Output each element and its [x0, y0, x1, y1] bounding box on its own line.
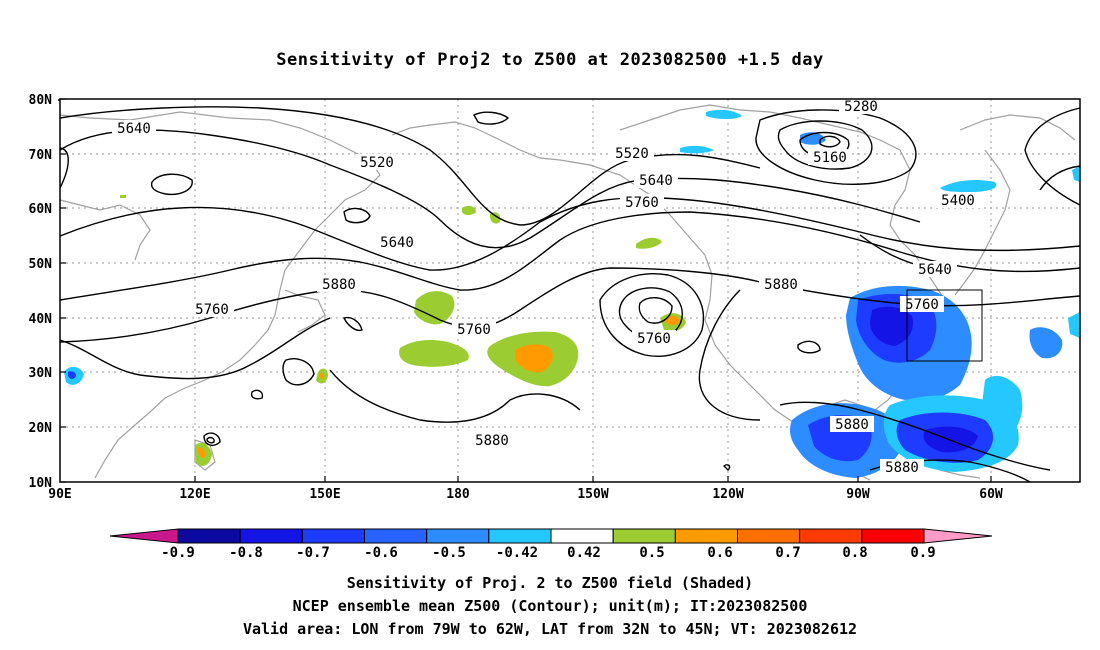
contour-label: 5880: [764, 277, 798, 293]
lat-label: 60N: [29, 202, 53, 217]
contour-label: 5280: [844, 99, 878, 115]
lat-label: 80N: [29, 93, 53, 108]
lon-labels: 90E 120E 150E 180 150W 120W 90W 60W: [48, 487, 1003, 502]
contour-label: 5880: [835, 417, 869, 433]
lat-label: 70N: [29, 148, 53, 163]
caption-shading: Sensitivity of Proj. 2 to Z500 field (Sh…: [346, 574, 754, 592]
colorbar-label: -0.5: [432, 545, 466, 561]
contour-label: 5160: [813, 150, 847, 166]
colorbar-label: 0.8: [842, 545, 867, 561]
lat-label: 10N: [29, 476, 53, 491]
colorbar-swatch: [674, 528, 738, 544]
lon-label: 150W: [577, 487, 608, 502]
contour-label: 5400: [941, 193, 975, 209]
lat-label: 50N: [29, 257, 53, 272]
colorbar: [109, 528, 993, 544]
colorbar-label: 0.9: [910, 545, 935, 561]
contour-label: 5880: [475, 433, 509, 449]
colorbar-labels: -0.9 -0.8 -0.7 -0.6 -0.5 -0.42 0.42 0.5 …: [161, 545, 936, 561]
colorbar-label: 0.5: [639, 545, 664, 561]
lon-label: 180: [446, 487, 470, 502]
caption-contour: NCEP ensemble mean Z500 (Contour); unit(…: [292, 597, 808, 615]
colorbar-swatch: [737, 528, 801, 544]
lon-label: 90E: [48, 487, 71, 502]
plot-border: [59, 98, 1081, 483]
colorbar-swatch: [612, 528, 676, 544]
contour-labels: 5640 5520 5520 5640 5760 5880 5760 5640 …: [112, 98, 980, 476]
colorbar-swatch: [488, 528, 552, 544]
lat-label: 40N: [29, 312, 53, 327]
colorbar-swatch: [861, 528, 925, 544]
contour-label: 5880: [885, 460, 919, 476]
axis-ticks: [60, 98, 992, 483]
colorbar-label: -0.9: [161, 545, 195, 561]
caption-valid-area: Valid area: LON from 79W to 62W, LAT fro…: [242, 620, 858, 638]
colorbar-label: -0.7: [296, 545, 330, 561]
colorbar-low-triangle: [109, 528, 179, 544]
colorbar-label: 0.7: [775, 545, 800, 561]
colorbar-label: -0.6: [364, 545, 398, 561]
contour-label: 5760: [637, 331, 671, 347]
lat-labels: 80N 70N 60N 50N 40N 30N 20N 10N: [29, 93, 53, 491]
colorbar-swatch: [550, 528, 614, 544]
contour-label: 5760: [457, 322, 491, 338]
contour-label: 5640: [380, 235, 414, 251]
lon-label: 150E: [309, 487, 340, 502]
colorbar-swatch: [799, 528, 863, 544]
colorbar-label: -0.8: [229, 545, 263, 561]
colorbar-swatch: [426, 528, 490, 544]
map-title: Sensitivity of Proj2 to Z500 at 20230825…: [276, 50, 824, 70]
contour-label: 5880: [322, 277, 356, 293]
contour-label: 5760: [625, 195, 659, 211]
colorbar-swatch: [301, 528, 366, 544]
colorbar-swatch: [364, 528, 428, 544]
lon-label: 60W: [979, 487, 1003, 502]
colorbar-swatch: [177, 528, 241, 544]
lat-label: 30N: [29, 366, 53, 381]
colorbar-swatch: [239, 528, 303, 544]
lon-label: 120W: [712, 487, 743, 502]
contour-label: 5640: [639, 173, 673, 189]
contour-label: 5760: [195, 302, 229, 318]
lat-label: 20N: [29, 421, 53, 436]
contour-label: 5520: [360, 155, 394, 171]
valid-area-box: [906, 289, 983, 362]
contour-label: 5520: [615, 146, 649, 162]
colorbar-high-triangle: [923, 528, 993, 544]
lon-label: 90W: [846, 487, 870, 502]
colorbar-label: -0.42: [496, 545, 538, 561]
contour-label: 5760: [905, 297, 939, 313]
contour-label: 5640: [918, 262, 952, 278]
lon-label: 120E: [179, 487, 210, 502]
colorbar-label: 0.42: [567, 545, 601, 561]
contour-label: 5640: [117, 121, 151, 137]
colorbar-label: 0.6: [707, 545, 732, 561]
